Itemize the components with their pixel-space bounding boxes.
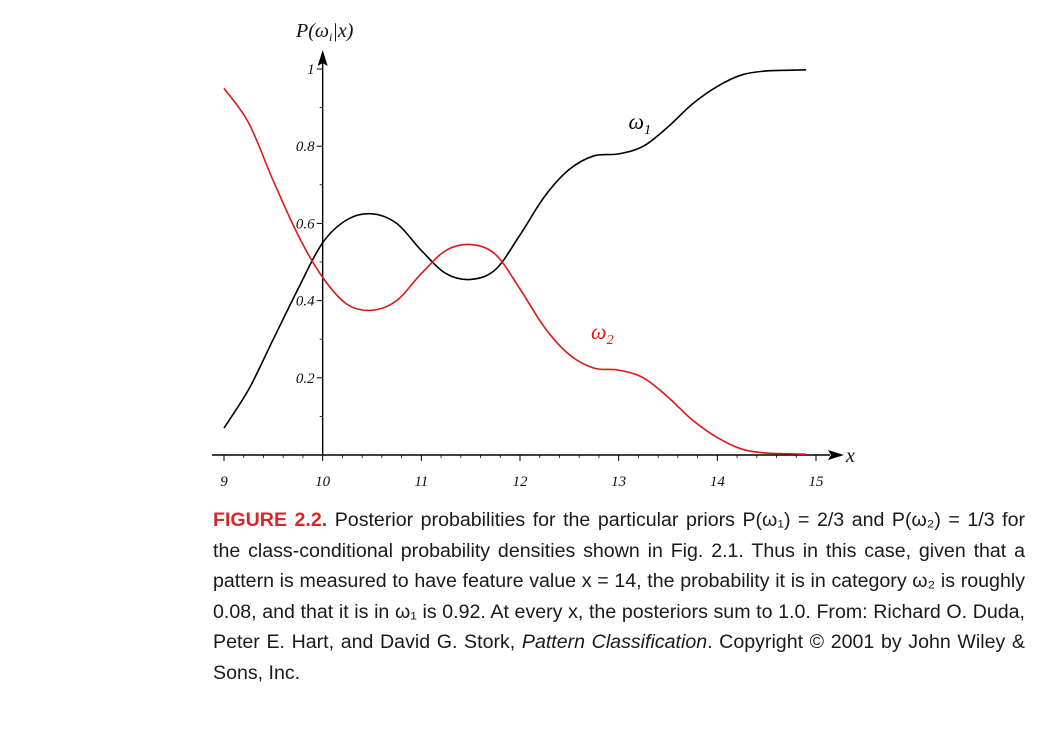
y-tick-label: 0.8 xyxy=(296,139,315,155)
axes xyxy=(212,50,844,460)
x-axis-arrow xyxy=(828,450,844,460)
x-tick-label: 9 xyxy=(220,474,228,490)
caption-book-title: Pattern Classification xyxy=(521,631,708,653)
x-tick-label: 12 xyxy=(513,474,529,490)
x-tick-label: 14 xyxy=(710,474,726,490)
y-tick-label: 0.2 xyxy=(296,371,315,387)
y-tick-label: 0.6 xyxy=(296,216,315,232)
series-layer xyxy=(223,69,807,455)
y-axis-arrow xyxy=(317,50,328,66)
x-tick-label: 10 xyxy=(315,474,331,490)
series-line-omega-2 xyxy=(223,87,807,455)
x-tick-label: 15 xyxy=(809,474,825,490)
figure-label: FIGURE 2.2. xyxy=(213,509,328,531)
ticks: 9 10 11 12 13 14 15 0.2 0.4 0.6 0.8 1 xyxy=(220,62,824,490)
caption-copyright: . Copyright © 2001 by John Wiley & Sons,… xyxy=(213,631,1025,684)
series-label-omega-1: ω1 xyxy=(629,109,652,138)
caption-text: Posterior probabilities for the particul… xyxy=(213,509,1025,653)
x-tick-label: 13 xyxy=(611,474,626,490)
y-tick-label: 1 xyxy=(307,62,315,78)
series-label-omega-2: ω2 xyxy=(591,319,614,348)
x-tick-label: 11 xyxy=(414,474,428,490)
x-axis-title: x xyxy=(845,445,855,467)
y-tick-label: 0.4 xyxy=(296,294,315,310)
posterior-probability-chart: 9 10 11 12 13 14 15 0.2 0.4 0.6 0.8 1 P(ωi|x) x ω1 ω2 xyxy=(212,20,855,490)
labels: P(ωi|x) x ω1 ω2 xyxy=(295,20,855,467)
y-axis-title: P(ωi|x) xyxy=(295,20,354,44)
series-line-omega-1 xyxy=(223,69,807,429)
figure-caption: FIGURE 2.2. Posterior probabilities for … xyxy=(213,505,1025,688)
